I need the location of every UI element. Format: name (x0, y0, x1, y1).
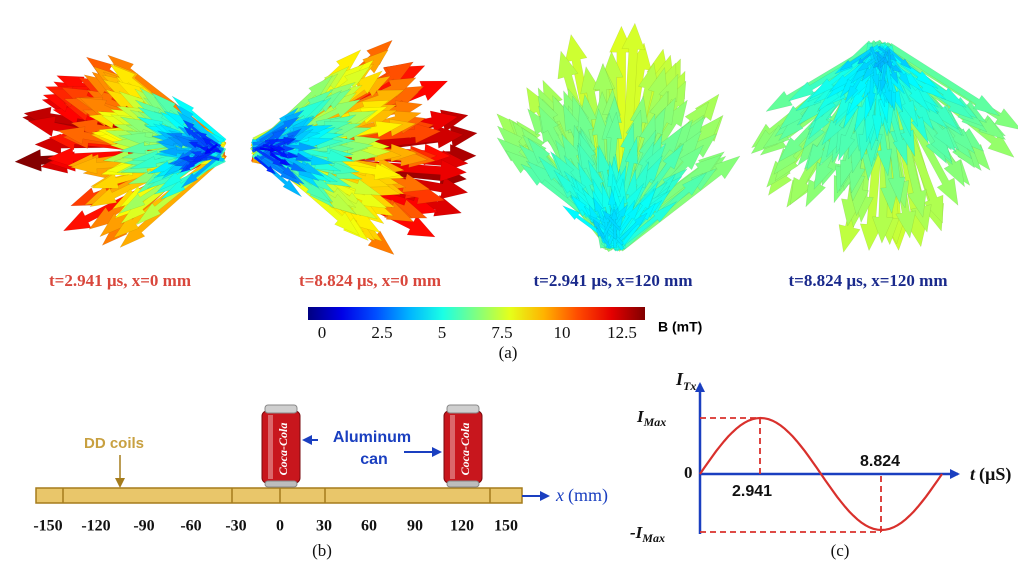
snapshot-label: t=2.941 µs, x=0 mm (49, 271, 191, 290)
colorbar-tick: 12.5 (607, 323, 637, 342)
snapshot-label: t=2.941 µs, x=120 mm (533, 271, 692, 290)
x-axis-label: x(mm) (555, 485, 608, 506)
axis-unit: (mm) (568, 485, 608, 506)
colorbar-tick: 2.5 (371, 323, 392, 342)
colorbar-unit: B (mT) (658, 319, 702, 335)
snapshot-labels: t=2.941 µs, x=0 mm t=8.824 µs, x=0 mm t=2.… (49, 271, 948, 290)
x-tick: -150 (33, 518, 62, 535)
can: Coca-Cola (262, 405, 300, 487)
label-sub: Max (641, 531, 665, 545)
trough-time: 8.824 (860, 453, 900, 470)
snapshot-label: t=8.824 µs, x=120 mm (788, 271, 947, 290)
label-sub: Tx (683, 379, 696, 393)
x-tick: 150 (494, 518, 518, 535)
colorbar-ticks: 0 2.5 5 7.5 10 12.5 (318, 323, 637, 342)
coil-label: DD coils (84, 435, 144, 452)
figure: t=2.941 µs, x=0 mm t=8.824 µs, x=0 mm t=2.… (0, 0, 1018, 565)
can-bottom (265, 481, 297, 487)
can-label: can (360, 451, 388, 468)
colorbar-tick: 0 (318, 323, 327, 342)
can-bottom (447, 481, 479, 487)
x-tick: -120 (81, 518, 110, 535)
axis-variable: t (970, 464, 976, 484)
axis-variable: x (555, 485, 564, 505)
can-top (265, 405, 297, 413)
y-axis-label: ITx (675, 369, 696, 393)
min-label: -IMax (630, 523, 665, 545)
x-tick: 120 (450, 518, 474, 535)
peak-time: 2.941 (732, 483, 772, 500)
x-tick: -30 (225, 518, 246, 535)
x-tick: -60 (180, 518, 201, 535)
can-logo: Coca-Cola (276, 423, 290, 476)
x-tick: -90 (133, 518, 154, 535)
can-top (447, 405, 479, 413)
x-tick: 90 (407, 518, 423, 535)
colorbar-tick: 10 (554, 323, 571, 342)
can-shine (450, 415, 455, 479)
coil-bar (36, 488, 522, 503)
origin-label: 0 (684, 463, 693, 482)
field-plots (15, 23, 1018, 254)
colorbar-tick: 7.5 (491, 323, 512, 342)
x-tick: 0 (276, 518, 284, 535)
x-tick: 30 (316, 518, 332, 535)
caption: (a) (499, 343, 518, 362)
x-ticks: -150 -120 -90 -60 -30 0 30 60 90 120 150 (33, 518, 518, 535)
can-logo: Coca-Cola (458, 423, 472, 476)
can: Coca-Cola (444, 405, 482, 487)
max-label: IMax (636, 407, 666, 429)
label-sub: Max (643, 415, 667, 429)
x-axis-label: t(µS) (970, 464, 1011, 485)
coil-pointer-head (115, 478, 125, 488)
axis-unit: (µS) (979, 464, 1011, 485)
caption: (b) (312, 541, 332, 560)
caption: (c) (831, 541, 850, 560)
can-shine (268, 415, 273, 479)
x-tick: 60 (361, 518, 377, 535)
colorbar (308, 307, 645, 320)
colorbar-tick: 5 (438, 323, 447, 342)
snapshot-label: t=8.824 µs, x=0 mm (299, 271, 441, 290)
can-label: Aluminum (333, 429, 411, 446)
